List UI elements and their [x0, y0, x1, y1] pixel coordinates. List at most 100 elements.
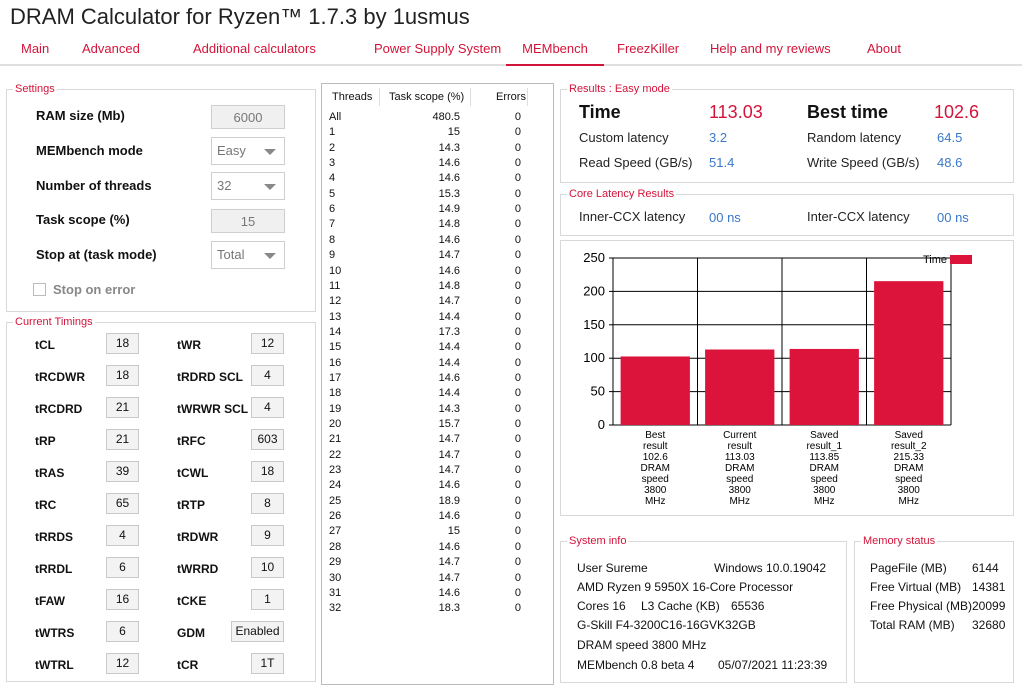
- total-ram-value: 32680: [972, 618, 1006, 632]
- thread-id: 32: [329, 602, 342, 615]
- menu-membench[interactable]: MEMbench: [506, 41, 604, 66]
- timing-trc-value: 65: [106, 493, 139, 514]
- task-scope-cell: 17.3: [438, 325, 460, 338]
- thread-id: 12: [329, 295, 342, 308]
- timings-group: Current Timings tCL 18 tRCDWR 18 tRCDRD …: [6, 315, 316, 682]
- timing-twrwr-scl-label: tWRWR SCL: [177, 402, 249, 416]
- task-scope-cell: 18.3: [438, 602, 460, 615]
- menu-advanced[interactable]: Advanced: [82, 41, 140, 56]
- total-ram-label: Total RAM (MB): [870, 618, 955, 632]
- table-row: 29 14.7 0: [322, 555, 552, 570]
- x-tick-label: result_2: [891, 441, 927, 452]
- menu-help-reviews[interactable]: Help and my reviews: [710, 41, 831, 56]
- inter-ccx-label: Inter-CCX latency: [807, 209, 910, 224]
- thread-id: 10: [329, 264, 342, 277]
- stop-at-dropdown[interactable]: Total: [211, 241, 285, 269]
- task-scope-cell: 15: [447, 525, 460, 538]
- timing-trfc-label: tRFC: [177, 434, 206, 448]
- table-row: 20 15.7 0: [322, 417, 552, 432]
- l3-cache-label: L3 Cache (KB): [641, 599, 720, 613]
- y-tick-label: 250: [583, 250, 605, 265]
- thread-id: 20: [329, 418, 342, 430]
- membench-mode-dropdown[interactable]: Easy: [211, 137, 285, 165]
- thread-id: 6: [329, 203, 336, 216]
- x-tick-label: 102.6: [643, 452, 668, 463]
- timing-trrdl-value: 6: [106, 557, 139, 578]
- thread-id: 11: [329, 279, 341, 292]
- timing-tcke-label: tCKE: [177, 594, 207, 608]
- chart-panel: 0 50 100 150 200 250 Best result 102.6 DRAM speed 3…: [560, 240, 1014, 516]
- table-row: 14 17.3 0: [322, 325, 552, 340]
- ram-size-label: RAM size (Mb): [36, 108, 125, 123]
- errors-cell: 0: [514, 494, 521, 507]
- errors-cell: 0: [514, 479, 521, 492]
- free-physical-value: 20099: [972, 599, 1006, 613]
- timing-tras-label: tRAS: [35, 466, 65, 480]
- table-row: 10 14.6 0: [322, 264, 552, 279]
- errors-cell: 0: [514, 387, 521, 400]
- x-tick-label: result: [643, 441, 668, 452]
- threads-table[interactable]: Threads Task scope (%) Errors All 480.5 0 1…: [321, 83, 554, 685]
- menu-freezkiller[interactable]: FreezKiller: [617, 41, 680, 56]
- timing-gdm-value: Enabled: [231, 621, 284, 642]
- timing-trtp-label: tRTP: [177, 498, 205, 512]
- task-scope-cell: 14.7: [438, 556, 460, 569]
- timing-trdwr-value: 9: [251, 525, 284, 546]
- random-latency-value: 64.5: [937, 130, 963, 145]
- menu-power-supply-system[interactable]: Power Supply System: [374, 41, 502, 56]
- legend-label: Time: [923, 254, 947, 266]
- timing-trdwr-label: tRDWR: [177, 530, 219, 544]
- task-scope-cell: 15: [447, 126, 460, 139]
- bar: [789, 348, 859, 425]
- y-tick-label: 150: [583, 317, 605, 332]
- cpu-name: AMD Ryzen 9 5950X 16-Core Processor: [577, 580, 794, 594]
- x-tick-label: MHz: [729, 496, 750, 507]
- threads-label: Number of threads: [36, 178, 152, 193]
- timing-twtrs-label: tWTRS: [35, 626, 75, 640]
- thread-id: 27: [329, 525, 342, 538]
- errors-cell: 0: [514, 172, 521, 185]
- read-speed-value: 51.4: [709, 155, 735, 170]
- task-scope-cell: 14.8: [438, 218, 460, 231]
- ram-size-field[interactable]: 6000: [211, 105, 285, 129]
- random-latency-label: Random latency: [807, 130, 901, 145]
- errors-header: Errors: [496, 91, 526, 103]
- x-tick-label: speed: [642, 474, 669, 485]
- table-row: 3 14.6 0: [322, 156, 552, 171]
- timing-trrds-value: 4: [106, 525, 139, 546]
- task-scope-cell: 14.9: [438, 203, 460, 216]
- system-info-group: System info User Sureme Windows 10.0.190…: [560, 534, 847, 683]
- threads-dropdown[interactable]: 32: [211, 172, 285, 200]
- thread-id: 18: [329, 387, 342, 400]
- task-scope-cell: 14.6: [438, 233, 460, 246]
- x-tick-label: MHz: [814, 496, 835, 507]
- menu-main[interactable]: Main: [21, 41, 50, 56]
- task-scope-field[interactable]: 15: [211, 209, 285, 233]
- task-scope-cell: 14.8: [438, 279, 460, 292]
- timing-trrdl-label: tRRDL: [35, 562, 73, 576]
- table-row: 7 14.8 0: [322, 217, 552, 232]
- bar: [620, 356, 690, 425]
- task-scope-cell: 14.7: [438, 464, 460, 477]
- inter-ccx-value: 00 ns: [937, 210, 969, 225]
- timing-trp-value: 21: [106, 429, 139, 450]
- x-tick-label: DRAM: [725, 463, 754, 474]
- errors-cell: 0: [514, 433, 521, 446]
- table-row: 21 14.7 0: [322, 432, 552, 447]
- stop-on-error-checkbox[interactable]: [33, 283, 46, 296]
- menu-additional-calculators[interactable]: Additional calculators: [193, 41, 316, 56]
- timing-twrrd-value: 10: [251, 557, 284, 578]
- timing-trtp-value: 8: [251, 493, 284, 514]
- x-tick-label: result_1: [806, 441, 842, 452]
- best-time-value: 102.6: [934, 102, 980, 122]
- menu-about[interactable]: About: [867, 41, 901, 56]
- stop-at-label: Stop at (task mode): [36, 247, 157, 262]
- thread-id: 4: [329, 172, 336, 185]
- thread-id: 17: [329, 371, 342, 384]
- timing-trcdwr-label: tRCDWR: [35, 370, 85, 384]
- task-scope-cell: 14.4: [438, 356, 460, 369]
- timing-gdm-label: GDM: [177, 626, 205, 640]
- errors-cell: 0: [514, 279, 521, 292]
- errors-cell: 0: [514, 525, 521, 538]
- errors-cell: 0: [514, 402, 521, 415]
